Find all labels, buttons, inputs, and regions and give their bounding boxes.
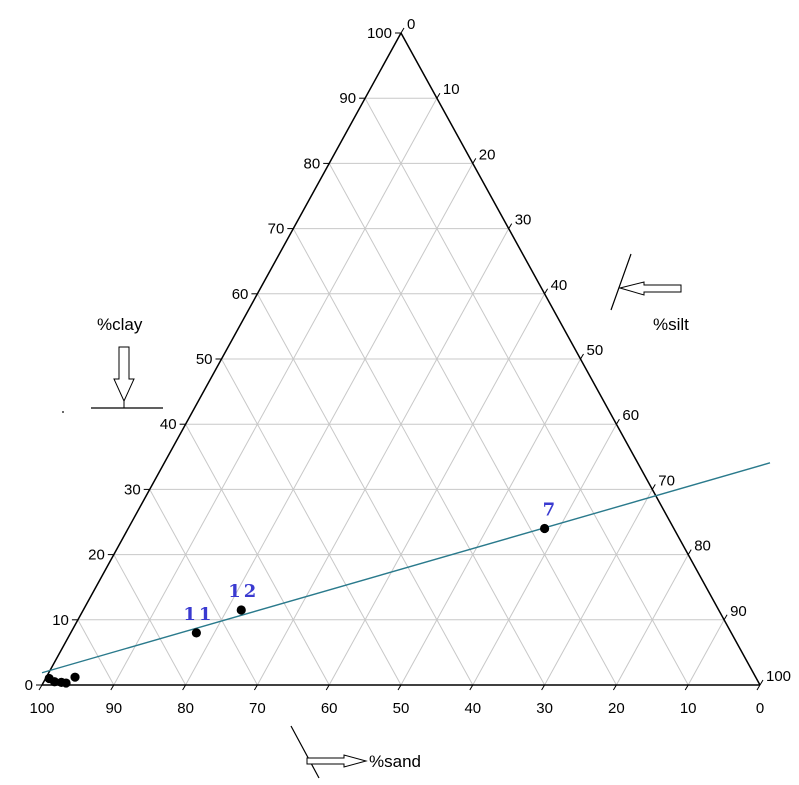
silt-indicator-bar [610,253,632,311]
grid-line-silt-30 [256,228,510,686]
clay-axis-label: %clay [97,315,143,334]
tick-label-sand-80: 20 [608,700,625,717]
trend-line-group [41,462,771,674]
down-arrow-icon [113,346,135,403]
point-label-12: 12 [228,581,259,602]
tick-label-clay-50: 50 [196,351,213,368]
grid-line-sand-70 [149,489,258,686]
grid-line-sand-60 [185,423,330,686]
point-label-7: 7 [543,500,559,521]
tick-mark-silt-70 [651,484,656,490]
tick-label-sand-90: 10 [680,700,697,717]
sand-indicator-bar [290,725,320,779]
data-point [236,605,246,615]
grid-line-sand-10 [364,97,689,686]
tick-label-silt-70: 70 [658,472,675,489]
data-point [540,523,550,534]
tick-mark-silt-80 [687,549,692,555]
grid-line-silt-60 [472,423,617,686]
tick-label-sand-70: 30 [536,700,553,717]
silt-axis-label: %silt [653,315,689,334]
grid-line-sand-90 [77,619,115,686]
tick-mark-sand-50 [397,684,402,691]
data-point [49,677,60,687]
tick-mark-sand-20 [182,684,187,691]
point-label-11: 11 [183,604,214,625]
tick-mark-sand-10 [110,684,115,691]
tick-label-sand-100: 0 [756,700,764,717]
clay-axis-indicator: %clay [62,315,163,413]
tick-label-clay-40: 40 [160,416,177,433]
right-arrow-icon [306,754,368,768]
data-point [61,678,71,688]
tick-mark-sand-60 [469,684,474,691]
tick-mark-silt-10 [436,92,441,99]
tick-label-clay-90: 90 [339,90,356,107]
tick-label-clay-20: 20 [88,547,105,564]
data-points: 7 12 11 [44,500,559,688]
tick-labels: 0010010109020208030307040406050505060604… [25,16,791,717]
tick-mark-sand-80 [612,684,617,691]
tick-mark-silt-20 [472,158,477,164]
tick-mark-sand-40 [325,684,330,691]
tick-label-silt-0: 0 [407,16,415,33]
tick-label-sand-40: 60 [321,700,338,717]
tick-label-silt-90: 90 [730,603,747,620]
grid-line-silt-50 [400,358,581,686]
tick-mark-sand-100 [756,684,761,691]
tick-label-sand-0: 100 [29,700,54,717]
tick-label-sand-50: 50 [393,700,410,717]
data-point [191,628,201,638]
tick-label-clay-0: 0 [25,677,33,694]
tick-mark-silt-30 [508,223,513,229]
grid-line-silt-10 [113,97,438,686]
stray-dot [62,411,64,413]
grid-line-sand-50 [221,358,402,686]
tick-label-clay-80: 80 [304,155,321,172]
tick-label-clay-100: 100 [367,25,392,42]
sand-axis-indicator: %sand [290,725,421,779]
tick-label-silt-20: 20 [479,146,496,163]
tick-label-silt-30: 30 [515,212,532,229]
silt-axis-indicator: %silt [610,253,689,334]
tick-label-silt-10: 10 [443,81,460,98]
tick-mark-sand-70 [541,684,546,691]
tick-mark-sand-0 [38,684,43,691]
tick-mark-silt-100 [759,679,764,686]
tick-mark-silt-40 [544,288,549,295]
tick-label-silt-80: 80 [694,538,711,555]
data-point [70,672,80,682]
grid-line-silt-90 [687,619,725,686]
left-arrow-icon [618,281,682,296]
tick-label-clay-60: 60 [232,286,249,303]
tick-label-sand-60: 40 [464,700,481,717]
grid-line-silt-70 [544,489,653,686]
tick-mark-sand-90 [684,684,689,691]
grid-lines [77,97,725,686]
tick-label-clay-10: 10 [52,612,69,629]
tick-mark-silt-60 [615,418,620,425]
tick-mark-silt-90 [723,614,728,621]
grid-line-silt-80 [615,554,689,686]
tick-label-sand-30: 70 [249,700,266,717]
tick-label-clay-70: 70 [268,221,285,238]
trend-line [41,462,771,674]
tick-label-sand-20: 80 [177,700,194,717]
tick-label-clay-30: 30 [124,481,141,498]
tick-label-silt-50: 50 [587,342,604,359]
tick-label-sand-10: 90 [105,700,122,717]
tick-label-silt-60: 60 [622,407,639,424]
tick-mark-silt-0 [400,27,405,34]
tick-label-silt-40: 40 [551,277,568,294]
tick-label-silt-100: 100 [766,668,791,685]
grid-line-sand-30 [292,228,546,686]
tick-mark-sand-30 [253,684,258,691]
sand-axis-label: %sand [369,752,421,771]
tick-mark-silt-50 [580,353,584,360]
grid-line-sand-80 [113,554,187,686]
